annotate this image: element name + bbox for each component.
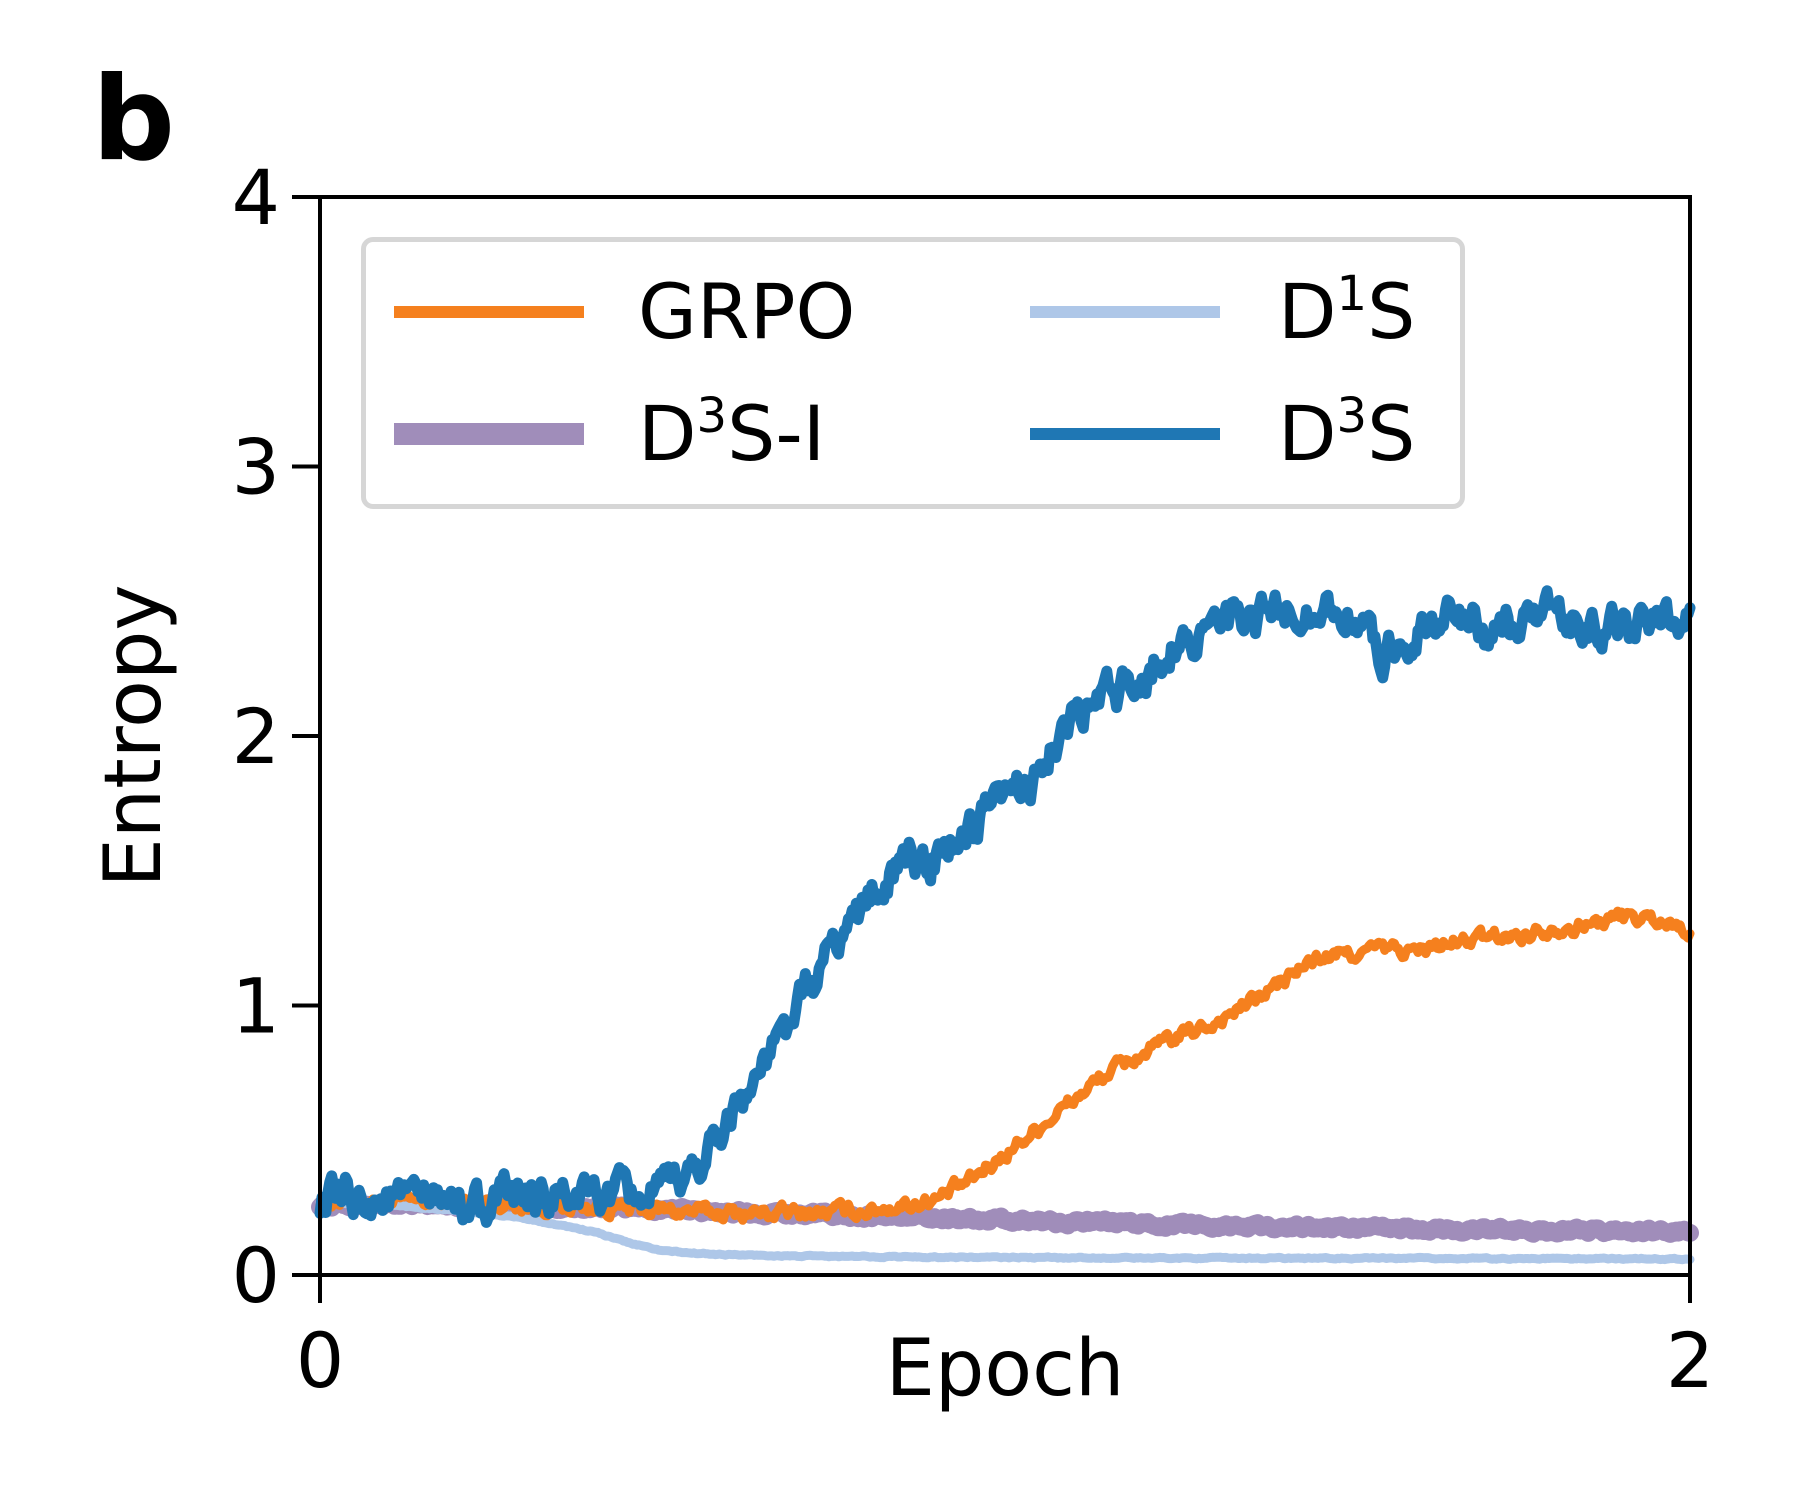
series-line-d1s bbox=[315, 1197, 1695, 1265]
series-line-grpo bbox=[315, 906, 1695, 1225]
legend-swatch-d3s bbox=[1030, 428, 1220, 440]
y-tick-label: 0 bbox=[232, 1231, 280, 1320]
y-tick-label: 4 bbox=[232, 153, 280, 242]
panel-label: b bbox=[92, 52, 176, 187]
y-tick-label: 2 bbox=[232, 692, 280, 781]
x-tick-label: 0 bbox=[296, 1316, 344, 1405]
legend-label-d3s: D3S bbox=[1278, 388, 1416, 478]
y-axis-label: Entropy bbox=[89, 584, 179, 887]
legend-swatch-grpo bbox=[394, 306, 584, 318]
legend-swatch-d3s-i bbox=[394, 423, 584, 445]
y-tick-label: 3 bbox=[232, 423, 280, 512]
ticks-layer: 0 1 2 3 4 0 2 bbox=[232, 153, 1715, 1405]
series-line-d3s bbox=[314, 585, 1696, 1228]
series-layer bbox=[311, 585, 1699, 1265]
legend-swatch-d1s bbox=[1030, 306, 1220, 318]
legend-entry-d1s: D1S bbox=[1030, 262, 1430, 362]
legend-entry-d3s: D3S bbox=[1030, 384, 1430, 484]
legend-entry-d3s-i: D3S-I bbox=[386, 384, 886, 484]
legend-entry-grpo: GRPO bbox=[386, 262, 886, 362]
x-axis-label: Epoch bbox=[886, 1324, 1125, 1414]
legend-label-d1s: D1S bbox=[1278, 266, 1416, 356]
legend: GRPO D3S-I D1S D3S bbox=[361, 237, 1465, 509]
legend-label-grpo: GRPO bbox=[638, 267, 856, 356]
y-tick-label: 1 bbox=[232, 962, 280, 1051]
legend-label-d3s-i: D3S-I bbox=[638, 388, 826, 478]
x-tick-label: 2 bbox=[1666, 1316, 1714, 1405]
